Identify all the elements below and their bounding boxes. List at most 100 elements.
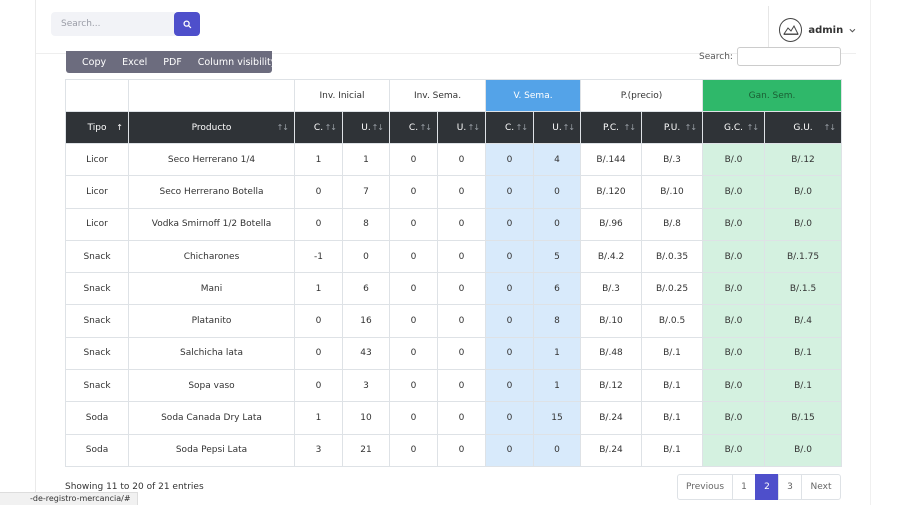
column-header-v-sema-c[interactable]: C. ↑↓ [485, 111, 535, 144]
cell-gan-sem-gc: B/.0 [702, 175, 766, 209]
table-search-label: Search: [699, 52, 733, 62]
cell-v-sema-u: 4 [533, 142, 582, 177]
cell-inv-inicial-u: 7 [342, 175, 390, 209]
top-navbar: admin [36, 6, 856, 54]
avatar[interactable] [779, 18, 803, 42]
next-page-button[interactable]: Next [801, 474, 841, 500]
cell-inv-sema-c: 0 [389, 433, 438, 467]
table-row: Snack Mani 1 6 0 0 0 6 B/.3 B/.0.25 B/.0 B/.1.5 [65, 272, 843, 306]
cell-precio-pc: B/.24 [580, 401, 643, 435]
previous-page-button[interactable]: Previous [677, 474, 733, 500]
column-header-producto[interactable]: Producto ↑↓ [128, 111, 295, 144]
column-group-row: Inv. Inicial Inv. Sema. V. Sema. P.(prec… [65, 79, 843, 112]
cell-inv-inicial-c: 1 [294, 142, 343, 177]
cell-gan-sem-gu: B/.15 [764, 401, 843, 435]
column-header-label: C. [504, 122, 515, 133]
column-visibility-button[interactable]: Column visibility [197, 56, 277, 68]
column-header-precio-pc[interactable]: P.C. ↑↓ [580, 111, 643, 144]
sort-arrows-icon: ↑↓ [746, 123, 759, 132]
excel-button[interactable]: Excel [122, 56, 148, 68]
table-row: Snack Platanito 0 16 0 0 0 8 B/.10 B/.0.5 B/.0 B/.4 [65, 304, 843, 338]
pdf-button[interactable]: PDF [163, 56, 182, 68]
column-header-label: P.C. [603, 122, 620, 133]
cell-inv-sema-c: 0 [389, 175, 438, 209]
cell-gan-sem-gc: B/.0 [702, 401, 766, 435]
copy-button[interactable]: Copy [82, 56, 107, 68]
column-header-v-sema-u[interactable]: U. ↑↓ [533, 111, 582, 144]
cell-inv-inicial-u: 10 [342, 401, 390, 435]
page-1-button[interactable]: 1 [732, 474, 756, 500]
cell-producto: Platanito [128, 304, 295, 338]
user-menu[interactable]: admin [768, 6, 856, 54]
cell-inv-inicial-u: 8 [342, 207, 390, 241]
cell-precio-pc: B/.24 [580, 433, 643, 467]
cell-tipo: Snack [65, 336, 129, 371]
cell-precio-pu: B/.1 [641, 401, 704, 435]
column-header-tipo[interactable]: Tipo ↑ [65, 111, 129, 144]
sort-arrows-icon: ↑↓ [371, 123, 384, 132]
cell-v-sema-u: 0 [533, 207, 582, 241]
chevron-down-icon[interactable] [849, 27, 856, 34]
cell-gan-sem-gc: B/.0 [702, 336, 766, 371]
cell-inv-sema-c: 0 [389, 369, 438, 403]
column-header-precio-pu[interactable]: P.U. ↑↓ [641, 111, 704, 144]
column-header-gan-sem-gu[interactable]: G.U. ↑↓ [764, 111, 843, 144]
search-input[interactable] [51, 12, 175, 36]
username-label[interactable]: admin [808, 24, 844, 36]
cell-inv-inicial-c: 0 [294, 175, 343, 209]
sort-arrows-icon: ↑↓ [562, 123, 575, 132]
column-header-inv-sema-u[interactable]: U. ↑↓ [436, 111, 487, 144]
cell-precio-pu: B/.0.35 [641, 239, 704, 274]
cell-producto: Seco Herrerano Botella [128, 175, 295, 209]
cell-gan-sem-gc: B/.0 [702, 272, 766, 306]
entries-info: Showing 11 to 20 of 21 entries [65, 482, 204, 492]
cell-gan-sem-gc: B/.0 [702, 433, 766, 467]
cell-v-sema-c: 0 [485, 142, 535, 177]
column-header-inv-inicial-u[interactable]: U. ↑↓ [342, 111, 390, 144]
cell-inv-inicial-u: 0 [342, 239, 390, 274]
sort-arrows-icon: ↑ [116, 123, 123, 132]
cell-gan-sem-gu: B/.1 [764, 336, 843, 371]
cell-tipo: Soda [65, 433, 129, 467]
table-search-input[interactable] [737, 47, 841, 66]
cell-inv-inicial-c: 1 [294, 272, 343, 306]
status-bar-url: -de-registro-mercancia/# [0, 492, 138, 505]
cell-precio-pc: B/.144 [580, 142, 643, 177]
cell-precio-pc: B/.120 [580, 175, 643, 209]
group-precio: P.(precio) [580, 79, 704, 112]
cell-producto: Soda Pepsi Lata [128, 433, 295, 467]
cell-inv-inicial-u: 16 [342, 304, 390, 338]
search-button[interactable] [174, 12, 200, 36]
sort-arrows-icon: ↑↓ [324, 123, 337, 132]
cell-inv-sema-u: 0 [436, 175, 487, 209]
table-row: Snack Salchicha lata 0 43 0 0 0 1 B/.48 B/.1 B/.0 B… [65, 336, 843, 371]
cell-tipo: Licor [65, 175, 129, 209]
column-header-gan-sem-gc[interactable]: G.C. ↑↓ [702, 111, 766, 144]
group-empty-producto [128, 79, 295, 112]
page-3-button[interactable]: 3 [778, 474, 802, 500]
mountain-logo-icon [782, 24, 799, 35]
cell-precio-pc: B/.4.2 [580, 239, 643, 274]
sort-arrows-icon: ↑↓ [276, 123, 289, 132]
column-header-inv-sema-c[interactable]: C. ↑↓ [389, 111, 438, 144]
cell-inv-sema-c: 0 [389, 304, 438, 338]
table-row: Snack Sopa vaso 0 3 0 0 0 1 B/.12 B/.1 B/.0 B/.1 [65, 369, 843, 403]
cell-v-sema-c: 0 [485, 401, 535, 435]
cell-inv-inicial-u: 6 [342, 272, 390, 306]
cell-v-sema-c: 0 [485, 207, 535, 241]
sort-arrows-icon: ↑↓ [515, 123, 528, 132]
cell-v-sema-u: 6 [533, 272, 582, 306]
group-inv-inicial: Inv. Inicial [294, 79, 390, 112]
cell-inv-sema-c: 0 [389, 207, 438, 241]
cell-v-sema-u: 8 [533, 304, 582, 338]
cell-v-sema-c: 0 [485, 433, 535, 467]
cell-inv-sema-u: 0 [436, 336, 487, 371]
cell-inv-sema-u: 0 [436, 239, 487, 274]
cell-inv-sema-u: 0 [436, 207, 487, 241]
column-header-inv-inicial-c[interactable]: C. ↑↓ [294, 111, 343, 144]
cell-gan-sem-gu: B/.0 [764, 433, 843, 467]
table-row: Licor Vodka Smirnoff 1/2 Botella 0 8 0 0 0 0 B/.… [65, 207, 843, 241]
cell-tipo: Soda [65, 401, 129, 435]
page-2-button[interactable]: 2 [755, 474, 779, 500]
cell-producto: Soda Canada Dry Lata [128, 401, 295, 435]
